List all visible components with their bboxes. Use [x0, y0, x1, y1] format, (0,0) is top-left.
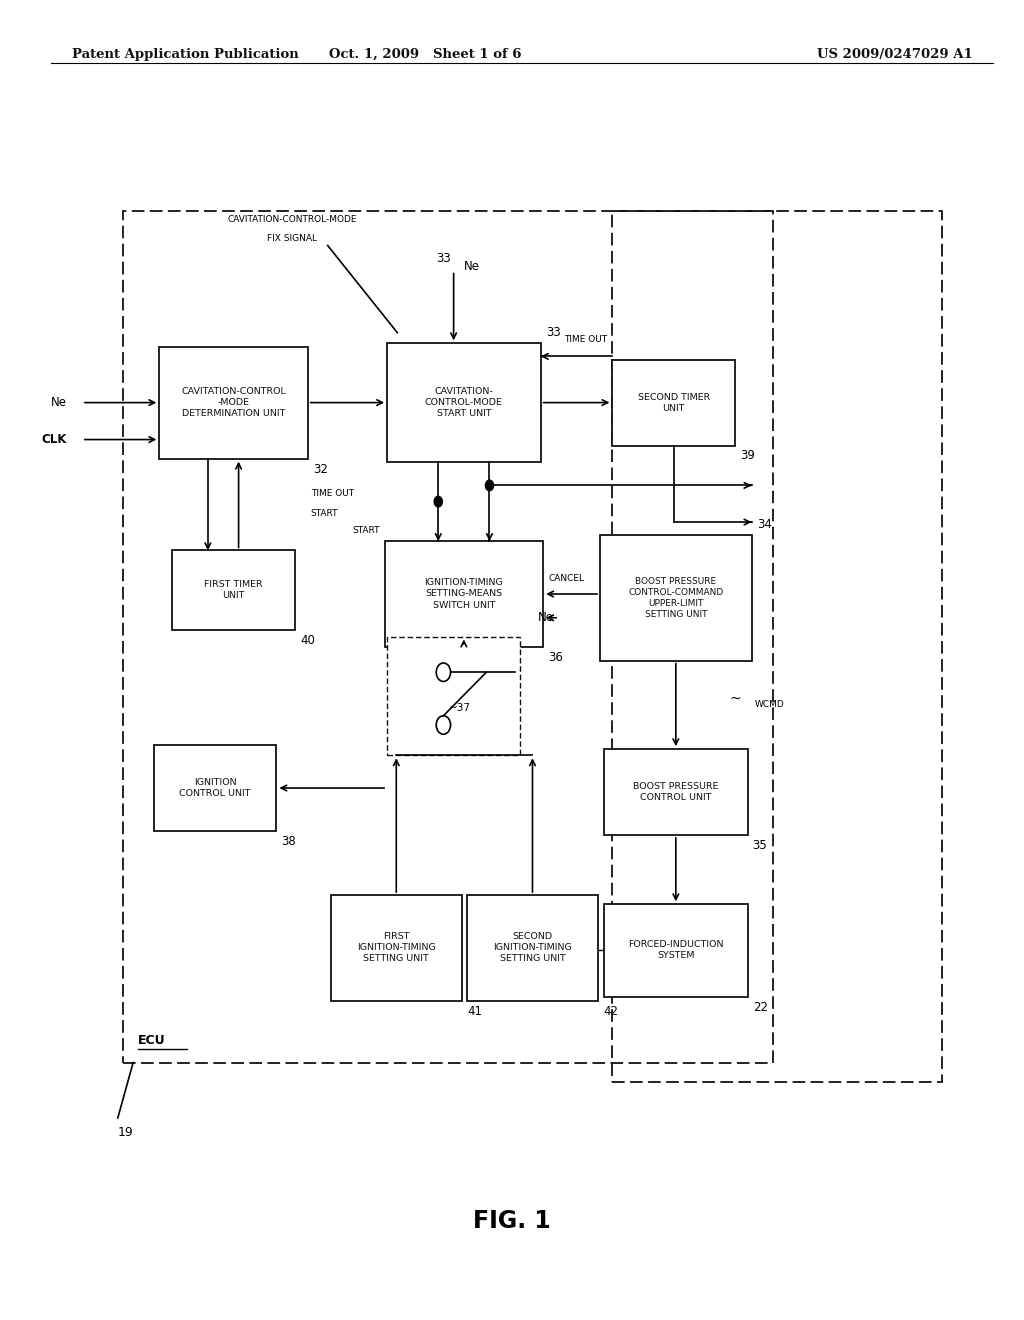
Text: TIME OUT: TIME OUT [311, 488, 354, 498]
Text: BOOST PRESSURE
CONTROL-COMMAND
UPPER-LIMIT
SETTING UNIT: BOOST PRESSURE CONTROL-COMMAND UPPER-LIM… [628, 577, 724, 619]
Text: FIG. 1: FIG. 1 [473, 1209, 551, 1233]
Text: CAVITATION-
CONTROL-MODE
START UNIT: CAVITATION- CONTROL-MODE START UNIT [425, 387, 503, 418]
Text: CAVITATION-CONTROL
-MODE
DETERMINATION UNIT: CAVITATION-CONTROL -MODE DETERMINATION U… [181, 387, 286, 418]
Text: 34: 34 [757, 519, 772, 531]
Text: FORCED-INDUCTION
SYSTEM: FORCED-INDUCTION SYSTEM [628, 940, 724, 961]
FancyBboxPatch shape [387, 636, 520, 755]
FancyBboxPatch shape [387, 343, 541, 462]
Text: 33: 33 [546, 326, 560, 339]
FancyBboxPatch shape [154, 744, 276, 832]
Text: SECOND TIMER
UNIT: SECOND TIMER UNIT [638, 392, 710, 413]
Text: START: START [311, 508, 338, 517]
Text: 22: 22 [753, 1001, 768, 1014]
Text: Oct. 1, 2009   Sheet 1 of 6: Oct. 1, 2009 Sheet 1 of 6 [329, 48, 521, 61]
Text: 35: 35 [753, 840, 767, 851]
Text: IGNITION
CONTROL UNIT: IGNITION CONTROL UNIT [179, 777, 251, 799]
Text: FIRST TIMER
UNIT: FIRST TIMER UNIT [204, 579, 263, 601]
Text: 38: 38 [282, 834, 296, 847]
Text: US 2009/0247029 A1: US 2009/0247029 A1 [817, 48, 973, 61]
FancyBboxPatch shape [467, 895, 598, 1001]
FancyBboxPatch shape [385, 541, 543, 647]
Text: 33: 33 [436, 252, 451, 265]
Circle shape [485, 480, 494, 491]
FancyBboxPatch shape [604, 748, 748, 834]
Text: Ne: Ne [538, 611, 554, 624]
FancyBboxPatch shape [331, 895, 462, 1001]
FancyBboxPatch shape [160, 347, 307, 459]
Text: ~37: ~37 [449, 702, 470, 713]
Text: FIX SIGNAL: FIX SIGNAL [267, 234, 316, 243]
Text: WCMD: WCMD [755, 701, 784, 709]
Text: SECOND
IGNITION-TIMING
SETTING UNIT: SECOND IGNITION-TIMING SETTING UNIT [494, 932, 571, 964]
Text: 41: 41 [467, 1005, 482, 1018]
FancyBboxPatch shape [600, 536, 752, 660]
Text: Ne: Ne [464, 260, 480, 273]
Text: START: START [352, 525, 379, 535]
Text: Patent Application Publication: Patent Application Publication [72, 48, 298, 61]
Text: 32: 32 [313, 463, 328, 475]
Text: IGNITION-TIMING
SETTING-MEANS
SWITCH UNIT: IGNITION-TIMING SETTING-MEANS SWITCH UNI… [425, 578, 503, 610]
Text: 40: 40 [300, 634, 315, 647]
Text: 39: 39 [740, 449, 756, 462]
Text: BOOST PRESSURE
CONTROL UNIT: BOOST PRESSURE CONTROL UNIT [633, 781, 719, 803]
Text: 36: 36 [549, 651, 563, 664]
FancyBboxPatch shape [172, 550, 295, 630]
Text: Ne: Ne [50, 396, 67, 409]
FancyBboxPatch shape [604, 904, 748, 997]
Text: 42: 42 [603, 1005, 618, 1018]
Text: TIME OUT: TIME OUT [564, 335, 607, 345]
Text: CLK: CLK [41, 433, 67, 446]
Circle shape [434, 496, 442, 507]
Text: CAVITATION-CONTROL-MODE: CAVITATION-CONTROL-MODE [227, 215, 356, 224]
Text: FIRST
IGNITION-TIMING
SETTING UNIT: FIRST IGNITION-TIMING SETTING UNIT [357, 932, 435, 964]
FancyBboxPatch shape [612, 359, 735, 446]
Text: ~: ~ [730, 692, 741, 705]
Text: ECU: ECU [138, 1034, 166, 1047]
Text: 19: 19 [118, 1126, 133, 1139]
Text: CANCEL: CANCEL [549, 574, 585, 583]
